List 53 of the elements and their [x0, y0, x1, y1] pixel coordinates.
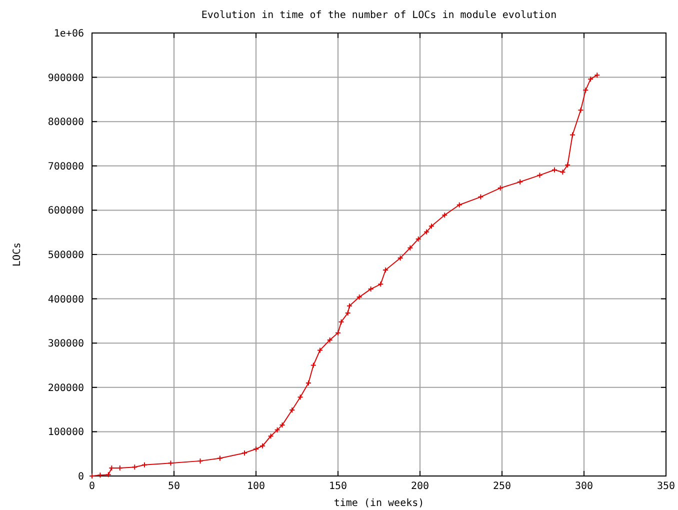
point: [268, 433, 274, 440]
y-tick-label: 800000: [48, 117, 84, 128]
y-tick-label: 600000: [48, 206, 84, 217]
y-tick-label: 700000: [48, 161, 84, 172]
point: [168, 460, 174, 466]
point: [456, 202, 462, 208]
x-axis-title: time (in weeks): [334, 498, 424, 509]
x-tick-label: 200: [410, 481, 430, 492]
point: [378, 281, 384, 288]
y-tick-label: 900000: [48, 72, 84, 84]
point: [274, 426, 280, 433]
point: [560, 169, 566, 176]
y-tick-label: 300000: [48, 338, 84, 350]
point: [517, 178, 524, 185]
point: [216, 455, 223, 462]
x-tick-label: 50: [168, 481, 180, 492]
y-axis-title: LOCs: [12, 242, 23, 267]
point: [105, 472, 112, 478]
x-tick-label: 0: [88, 481, 96, 492]
y-tick-label: 400000: [48, 294, 84, 306]
point: [578, 107, 584, 114]
point: [588, 76, 594, 82]
y-tick-label: 100000: [48, 427, 84, 438]
point: [97, 472, 104, 478]
x-tick-label: 100: [246, 481, 266, 492]
point: [310, 362, 316, 368]
point: [260, 442, 266, 449]
x-tick-label: 250: [492, 481, 512, 492]
x-tick-label: 300: [574, 481, 594, 492]
x-tick-label: 350: [656, 481, 676, 492]
point: [141, 462, 148, 468]
point: [428, 223, 434, 230]
point: [297, 394, 304, 400]
point: [132, 464, 138, 470]
point: [346, 302, 352, 309]
x-tick-label: 150: [328, 481, 348, 492]
point: [407, 244, 414, 251]
point: [326, 337, 333, 343]
y-tick-label: 500000: [48, 250, 84, 261]
chart-title: Evolution in time of the number of LOCs in module evolution: [201, 10, 557, 21]
point: [442, 212, 448, 218]
point: [338, 318, 344, 325]
y-tick-label: 200000: [48, 382, 84, 394]
point: [424, 228, 430, 235]
point: [316, 347, 323, 354]
point: [551, 166, 558, 173]
y-tick-label: 0: [78, 472, 84, 482]
point: [536, 172, 543, 178]
point: [335, 330, 341, 336]
y-tick-label: 1e+06: [54, 28, 84, 40]
point: [582, 87, 589, 94]
point: [478, 194, 484, 200]
point: [570, 132, 576, 138]
